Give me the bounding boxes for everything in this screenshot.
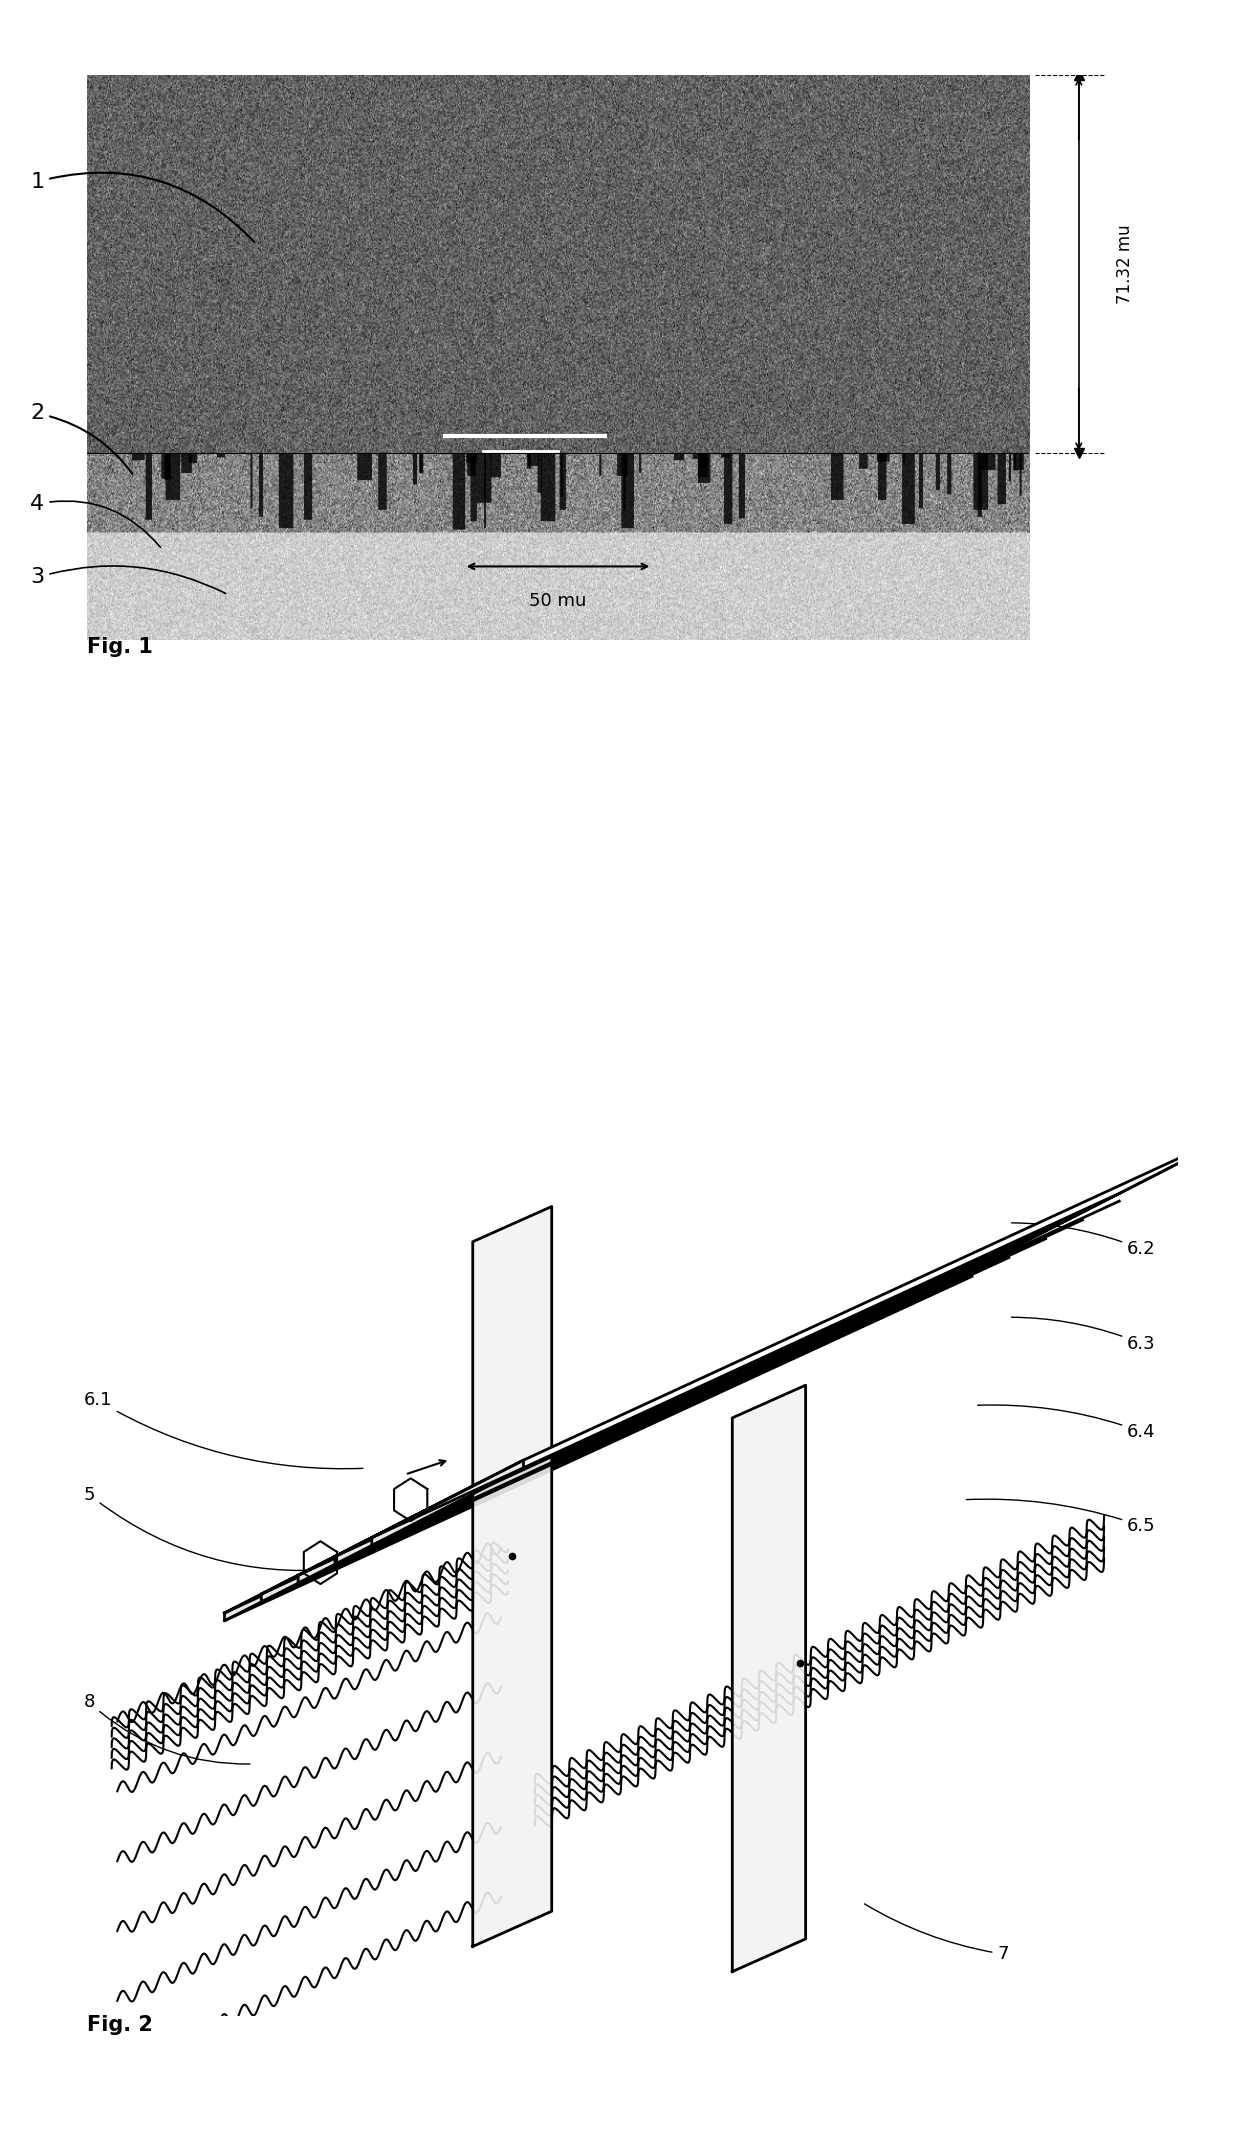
Text: 6.2: 6.2 xyxy=(1012,1222,1156,1258)
Polygon shape xyxy=(335,1135,1234,1557)
Polygon shape xyxy=(472,1207,552,1947)
Text: 8: 8 xyxy=(83,1694,250,1764)
Polygon shape xyxy=(224,1190,1123,1613)
Text: 2: 2 xyxy=(30,403,133,474)
Polygon shape xyxy=(262,1517,413,1602)
Text: Fig. 1: Fig. 1 xyxy=(87,636,153,657)
Text: 6.5: 6.5 xyxy=(966,1499,1156,1536)
Text: 7: 7 xyxy=(864,1905,1009,1962)
Polygon shape xyxy=(372,1461,523,1546)
Polygon shape xyxy=(733,1384,806,1971)
Text: 4: 4 xyxy=(30,495,160,548)
Text: 3: 3 xyxy=(30,565,226,593)
Text: 50 mu: 50 mu xyxy=(529,591,587,610)
Text: 6.4: 6.4 xyxy=(977,1406,1156,1440)
Polygon shape xyxy=(262,1173,1161,1593)
Polygon shape xyxy=(372,1116,1240,1538)
Polygon shape xyxy=(298,1154,1198,1576)
Text: 71.32 mu: 71.32 mu xyxy=(1116,224,1133,303)
Text: 6.3: 6.3 xyxy=(1012,1318,1156,1352)
Polygon shape xyxy=(298,1497,450,1583)
Text: 6.1: 6.1 xyxy=(83,1391,363,1470)
Text: 1: 1 xyxy=(30,171,254,243)
Polygon shape xyxy=(335,1478,486,1563)
Text: Fig. 2: Fig. 2 xyxy=(87,2014,153,2035)
Text: 5: 5 xyxy=(83,1487,335,1570)
Polygon shape xyxy=(224,1536,376,1621)
